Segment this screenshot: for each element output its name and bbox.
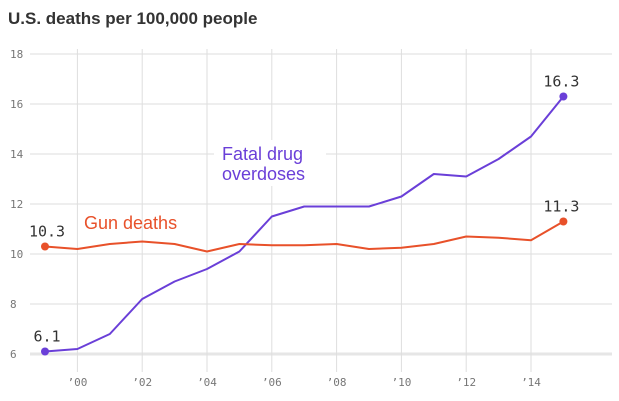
start-value-label: 10.3	[29, 223, 65, 241]
x-tick-label: ’08	[327, 376, 347, 389]
start-point	[41, 347, 49, 356]
annotation-bg	[214, 140, 326, 186]
y-tick-label: 12	[10, 198, 23, 211]
chart-title: U.S. deaths per 100,000 people	[8, 9, 258, 28]
series-label-drug-overdoses: Fatal drug	[222, 144, 303, 164]
y-tick-label: 6	[10, 348, 17, 361]
y-tick-label: 14	[10, 148, 24, 161]
series-line-gun-deaths	[44, 220, 564, 253]
x-tick-label: ’00	[67, 376, 87, 389]
start-value-label: 6.1	[33, 328, 60, 346]
x-tick-label: ’06	[262, 376, 282, 389]
x-tick-label: ’04	[197, 376, 217, 389]
end-point	[559, 92, 568, 101]
series-label-gun-deaths: Gun deaths	[84, 213, 177, 233]
x-tick-label: ’02	[132, 376, 152, 389]
y-tick-label: 10	[10, 248, 23, 261]
series-line-drug-overdoses	[44, 95, 565, 353]
y-tick-label: 8	[10, 298, 17, 311]
x-tick-label: ’14	[521, 376, 541, 389]
end-value-label: 11.3	[543, 198, 579, 216]
y-tick-label: 18	[10, 48, 23, 61]
end-point	[559, 217, 568, 226]
start-point	[41, 242, 49, 251]
x-tick-label: ’12	[456, 376, 476, 389]
end-value-label: 16.3	[543, 73, 579, 91]
x-tick-label: ’10	[391, 376, 411, 389]
y-tick-label: 16	[10, 98, 23, 111]
series-label-drug-overdoses: overdoses	[222, 164, 305, 184]
